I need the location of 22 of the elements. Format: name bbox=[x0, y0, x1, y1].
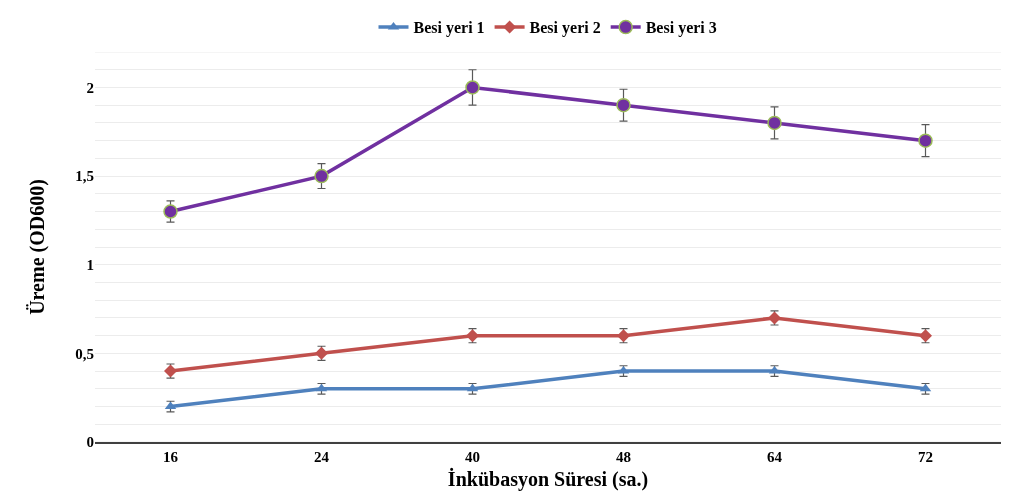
y-tick-label: 1 bbox=[86, 256, 94, 273]
x-tick-label: 24 bbox=[314, 448, 330, 465]
y-tick-label: 2 bbox=[86, 79, 94, 96]
legend-label: Besi yeri 1 bbox=[413, 19, 485, 38]
x-tick-label: 16 bbox=[163, 448, 179, 465]
point bbox=[616, 97, 631, 113]
point bbox=[767, 115, 782, 131]
x-tick-label: 48 bbox=[616, 448, 631, 465]
y-tick-label: 0 bbox=[86, 434, 94, 451]
legend-label: Besi yeri 2 bbox=[529, 19, 601, 38]
point bbox=[314, 168, 329, 184]
legend-label: Besi yeri 3 bbox=[645, 19, 717, 38]
point bbox=[465, 80, 480, 95]
x-tick-label: 64 bbox=[767, 448, 783, 465]
x-axis-title: İnkübasyon Süresi (sa.) bbox=[447, 466, 649, 491]
y-axis-title: Üreme (OD600) bbox=[25, 179, 49, 315]
y-tick-label: 0,5 bbox=[75, 345, 94, 362]
x-tick-label: 40 bbox=[465, 448, 480, 465]
x-tick-label: 72 bbox=[918, 448, 933, 465]
y-tick-label: 1,5 bbox=[75, 168, 94, 185]
point bbox=[918, 133, 933, 148]
point bbox=[163, 204, 178, 219]
